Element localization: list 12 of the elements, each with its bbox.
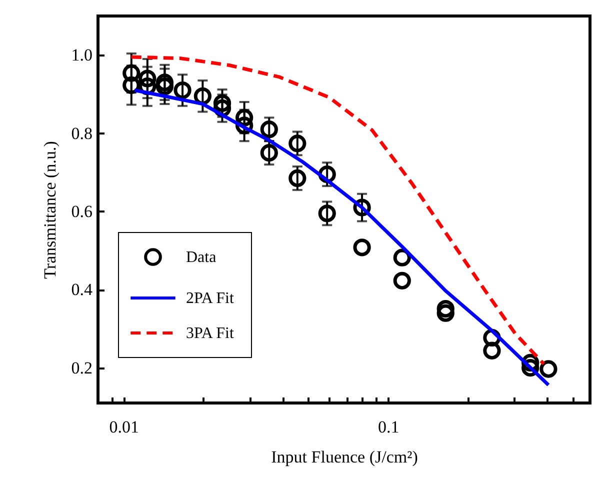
legend-label: 3PA Fit xyxy=(186,325,234,342)
y-tick-label: 0.6 xyxy=(71,202,92,221)
y-axis-title: Transmittance (n.u.) xyxy=(40,141,60,279)
x-tick-label: 0.01 xyxy=(109,418,140,436)
legend-label: 2PA Fit xyxy=(186,290,234,307)
x-axis-title: Input Fluence (J/cm²) xyxy=(271,448,418,466)
legend-label: Data xyxy=(186,249,216,266)
x-tick-label: 0.1 xyxy=(378,418,400,436)
y-tick-label: 1.0 xyxy=(71,46,92,65)
y-tick-label: 0.8 xyxy=(71,124,92,143)
y-tick-label: 0.4 xyxy=(71,280,93,300)
y-tick-label: 0.2 xyxy=(71,358,92,378)
